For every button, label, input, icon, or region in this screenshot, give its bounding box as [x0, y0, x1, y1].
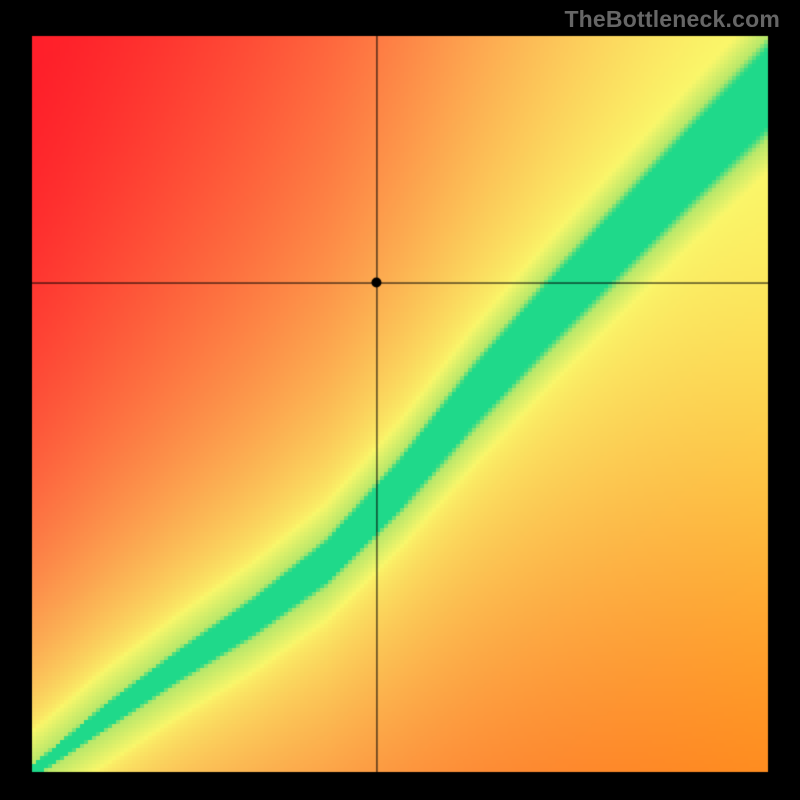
bottleneck-heatmap	[0, 0, 800, 800]
chart-container: TheBottleneck.com	[0, 0, 800, 800]
attribution-text: TheBottleneck.com	[564, 6, 780, 33]
